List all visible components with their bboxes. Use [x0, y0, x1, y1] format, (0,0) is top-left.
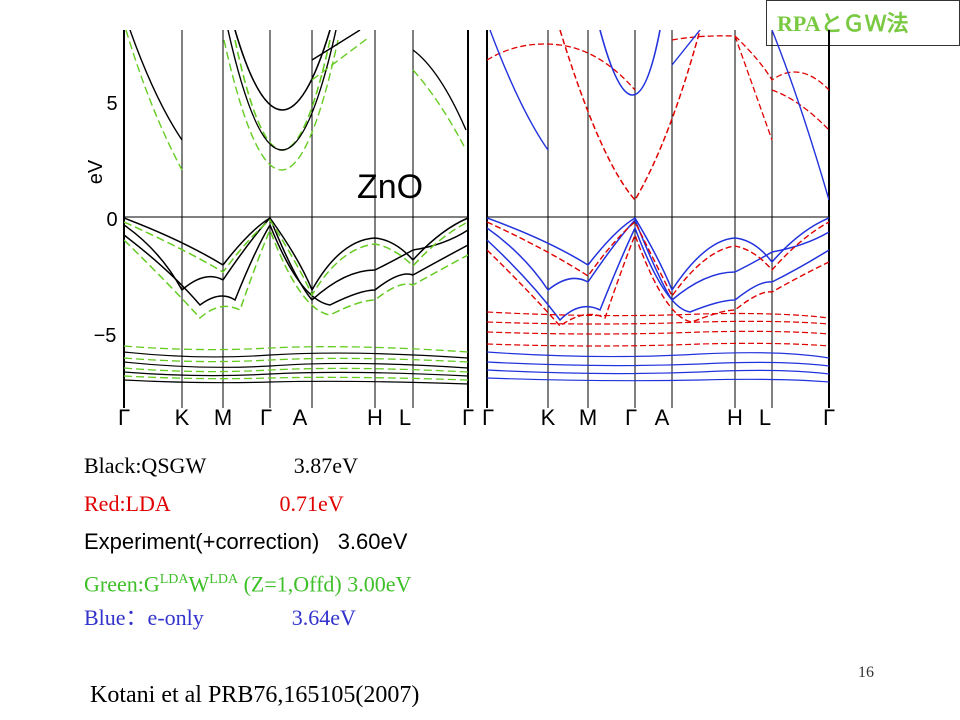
- legend-qsgw: Black:QSGW 3.87eV: [84, 453, 358, 478]
- legend-e-only: Blue：e-only 3.64eV: [84, 605, 356, 630]
- y-axis-label: eV: [85, 159, 107, 184]
- legend-gw-lda-sup2: LDA: [209, 572, 239, 587]
- k-label-m-r: M: [579, 405, 597, 430]
- slide-corner-tag: RPAとＧＷ法: [766, 0, 960, 46]
- left-panel: [123, 30, 469, 408]
- k-label-gamma-r1: Γ: [482, 405, 494, 430]
- citation: Kotani et al PRB76,165105(2007): [90, 682, 420, 708]
- k-label-h-r: H: [727, 405, 743, 430]
- legend-lda: Red:LDA 0.71eV: [84, 491, 344, 516]
- k-label-m: M: [214, 405, 232, 430]
- k-label-h: H: [367, 405, 383, 430]
- legend-gw-lda-suffix: (Z=1,Offd) 3.00eV: [238, 571, 412, 597]
- legend-gw-lda-mid: W: [188, 571, 210, 597]
- k-label-gamma-1: Γ: [118, 405, 130, 430]
- k-label-gamma-3: Γ: [462, 405, 474, 430]
- legend-gw-lda: Green:GLDAWLDA (Z=1,Offd) 3.00eV: [84, 566, 411, 598]
- right-panel: [486, 30, 830, 408]
- k-label-gamma-2: Γ: [260, 405, 272, 430]
- legend-experiment: Experiment(+correction) 3.60eV: [84, 529, 408, 554]
- k-label-l-r: L: [759, 405, 771, 430]
- k-label-k: K: [175, 405, 190, 430]
- material-label: ZnO: [357, 168, 423, 206]
- k-label-l: L: [399, 405, 411, 430]
- legend-gw-lda-sup1: LDA: [159, 572, 189, 587]
- y-tick-5: 5: [106, 93, 117, 115]
- page-number: 16: [858, 664, 874, 681]
- k-label-a-r: A: [655, 405, 670, 430]
- k-label-a: A: [293, 405, 308, 430]
- y-tick-0: 0: [106, 209, 117, 231]
- legend-gw-lda-prefix: Green:G: [84, 571, 160, 597]
- k-label-k-r: K: [541, 405, 556, 430]
- k-label-gamma-r2: Γ: [625, 405, 637, 430]
- y-tick-minus5: −5: [94, 325, 117, 347]
- k-label-gamma-r3: Γ: [823, 405, 835, 430]
